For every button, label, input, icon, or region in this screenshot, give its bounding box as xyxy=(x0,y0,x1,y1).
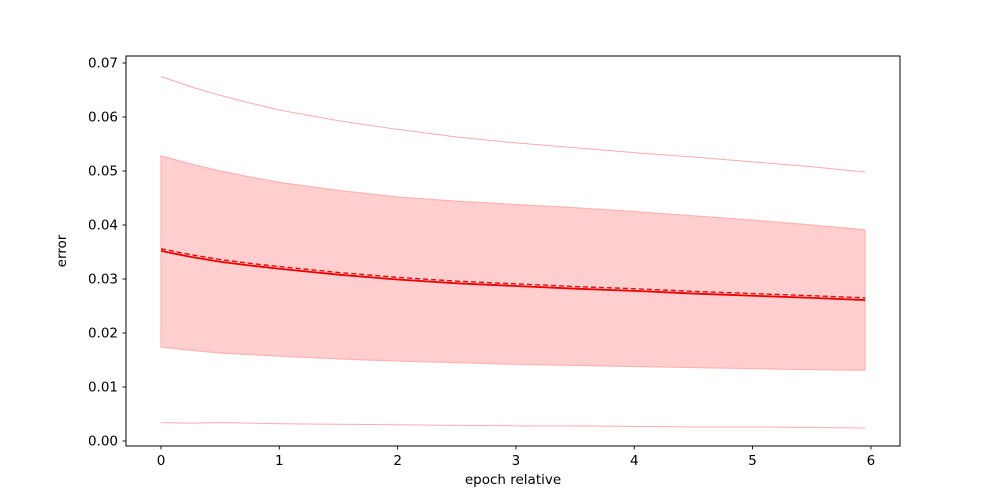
x-tick-label: 6 xyxy=(867,453,876,469)
y-tick-label: 0.06 xyxy=(88,110,118,126)
y-tick-label: 0.01 xyxy=(88,379,118,395)
y-tick-label: 0.04 xyxy=(88,218,118,234)
max-line xyxy=(160,76,866,173)
mean-line xyxy=(160,250,866,301)
y-tick-label: 0.03 xyxy=(88,271,118,287)
y-tick-label: 0.05 xyxy=(88,164,118,180)
y-tick-label: 0.00 xyxy=(88,433,118,449)
y-tick-label: 0.07 xyxy=(88,56,118,72)
x-tick-label: 0 xyxy=(157,453,166,469)
x-tick-label: 2 xyxy=(393,453,402,469)
median-line xyxy=(160,248,866,299)
min-line xyxy=(161,422,865,429)
axes-spines xyxy=(125,55,901,447)
x-tick-label: 3 xyxy=(512,453,521,469)
x-axis-label: epoch relative xyxy=(465,472,561,488)
y-axis-label: error xyxy=(54,234,70,267)
y-tick-label: 0.02 xyxy=(88,325,118,341)
x-tick-label: 5 xyxy=(748,453,757,469)
plot-area: 0 1 2 3 4 5 6 0.00 0.01 0.02 0.03 0.04 0.05 0.06 0.07 xyxy=(88,55,901,469)
x-tick-label: 4 xyxy=(630,453,639,469)
x-tick-label: 1 xyxy=(275,453,284,469)
std-band xyxy=(160,155,866,371)
